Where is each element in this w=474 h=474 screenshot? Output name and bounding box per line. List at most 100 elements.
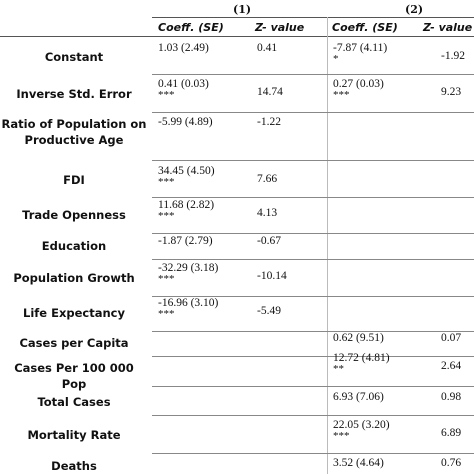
m2-coef-value: 12.72 (4.81)	[333, 352, 390, 364]
variable-label: Trade Openness	[22, 208, 126, 222]
m2-coefficient: 22.05 (3.20) ***	[333, 419, 390, 442]
m1-coefficient: 0.41 (0.03) ***	[158, 78, 209, 101]
col-header-coef-1: Coeff. (SE)	[158, 21, 224, 34]
m2-z-value: 6.89	[441, 427, 462, 439]
m2-coefficient: 12.72 (4.81) **	[333, 352, 390, 375]
variable-label: FDI	[63, 173, 85, 187]
table-row: Education -1.87 (2.79) -0.67	[0, 235, 474, 260]
m1-coefficient: 34.45 (4.50) ***	[158, 165, 215, 188]
m2-coef-value: -7.87 (4.11)	[333, 42, 388, 54]
variable-label: Mortality Rate	[27, 428, 121, 442]
m1-coef-value: 0.41 (0.03)	[158, 78, 209, 90]
row-divider	[152, 331, 474, 332]
m1-significance-stars: ***	[158, 273, 175, 285]
m1-z-value: 14.74	[257, 86, 283, 98]
col-header-coef-2: Coeff. (SE)	[332, 21, 398, 34]
m2-coef-value: 22.05 (3.20)	[333, 419, 390, 431]
m1-coef-value: 1.03 (2.49)	[158, 42, 209, 54]
m2-coefficient: 0.27 (0.03) ***	[333, 78, 384, 101]
variable-label: Cases Per 100 000 Pop	[14, 361, 134, 391]
row-divider	[152, 356, 474, 357]
m1-significance-stars: ***	[158, 308, 175, 320]
m2-coef-value: 0.62 (9.51)	[333, 332, 384, 344]
m2-coef-value: 3.52 (4.64)	[333, 457, 384, 469]
variable-label: Inverse Std. Error	[16, 87, 132, 101]
variable-label: Deaths	[51, 458, 97, 473]
header-rule-bottom	[0, 36, 474, 37]
variable-label: Population Growth	[13, 271, 135, 285]
m1-coef-value: -1.87 (2.79)	[158, 235, 213, 247]
row-divider	[152, 386, 474, 387]
table-row: Ratio of Population on Productive Age -5.…	[0, 116, 474, 161]
variable-label: Total Cases	[37, 395, 111, 409]
variable-label: Cases per Capita	[19, 336, 129, 350]
row-divider	[152, 112, 474, 113]
m2-z-value: 0.98	[441, 391, 462, 403]
table-row: Total Cases 6.93 (7.06) 0.98	[0, 391, 474, 416]
m1-z-value: -0.67	[257, 235, 281, 247]
model-2-label: (2)	[405, 3, 424, 16]
m2-coefficient: 6.93 (7.06)	[333, 391, 384, 404]
m2-z-value: 2.64	[441, 360, 462, 372]
row-divider	[152, 296, 474, 297]
row-divider	[152, 160, 474, 161]
model-1-label: (1)	[233, 3, 252, 16]
row-divider	[152, 415, 474, 416]
m1-coef-value: 11.68 (2.82)	[158, 199, 215, 211]
m1-coefficient: 11.68 (2.82) ***	[158, 199, 215, 222]
table-row: Life Expectancy -16.96 (3.10) *** -5.49	[0, 297, 474, 332]
header-rule-top	[152, 17, 474, 18]
m1-z-value: -1.22	[257, 116, 281, 128]
row-divider	[152, 197, 474, 198]
m1-coef-value: -16.96 (3.10)	[158, 297, 219, 309]
m1-coefficient: -1.87 (2.79)	[158, 235, 213, 248]
variable-label: Ratio of Population on Productive Age	[1, 117, 147, 147]
m1-coef-value: 34.45 (4.50)	[158, 165, 215, 177]
col-header-z-1: Z- value	[255, 21, 305, 34]
model-divider	[327, 17, 328, 474]
m2-coefficient: 3.52 (4.64)	[333, 457, 384, 470]
m1-coef-value: -5.99 (4.89)	[158, 116, 213, 128]
m1-coefficient: -5.99 (4.89)	[158, 116, 213, 129]
variable-label: Life Expectancy	[23, 306, 125, 320]
m1-significance-stars: ***	[158, 89, 175, 101]
table-row: Constant 1.03 (2.49) 0.41 -7.87 (4.11) * -1.9…	[0, 42, 474, 75]
m2-coefficient: 0.62 (9.51)	[333, 332, 384, 345]
variable-label: Education	[41, 239, 107, 253]
m1-z-value: -10.14	[257, 270, 287, 282]
row-divider	[152, 233, 474, 234]
m2-significance-stars: ***	[333, 89, 350, 101]
m2-significance-stars: *	[333, 53, 339, 65]
table-row: Deaths 3.52 (4.64) 0.76	[0, 457, 474, 474]
row-divider	[152, 259, 474, 260]
m1-coef-value: -32.29 (3.18)	[158, 262, 219, 274]
table-row: Mortality Rate 22.05 (3.20) *** 6.89	[0, 419, 474, 454]
m2-significance-stars: ***	[333, 430, 350, 442]
m1-coefficient: -16.96 (3.10) ***	[158, 297, 219, 320]
table-row: Cases Per 100 000 Pop 12.72 (4.81) ** 2.64	[0, 352, 474, 391]
m1-significance-stars: ***	[158, 210, 175, 222]
table-row: Trade Openness 11.68 (2.82) *** 4.13	[0, 199, 474, 234]
variable-label: Constant	[44, 50, 104, 64]
m1-coefficient: 1.03 (2.49)	[158, 42, 209, 55]
table-row: Population Growth -32.29 (3.18) *** -10.14	[0, 262, 474, 297]
m2-coef-value: 0.27 (0.03)	[333, 78, 384, 90]
table-row: FDI 34.45 (4.50) *** 7.66	[0, 165, 474, 198]
table-row: Inverse Std. Error 0.41 (0.03) *** 14.74 0.2…	[0, 78, 474, 113]
m2-z-value: -1.92	[441, 50, 465, 62]
m1-z-value: 4.13	[257, 207, 278, 219]
table-row: Cases per Capita 0.62 (9.51) 0.07	[0, 332, 474, 357]
row-divider	[152, 453, 474, 454]
m2-coef-value: 6.93 (7.06)	[333, 391, 384, 403]
m1-significance-stars: ***	[158, 176, 175, 188]
m2-z-value: 9.23	[441, 86, 462, 98]
m1-z-value: 0.41	[257, 42, 278, 54]
m2-z-value: 0.76	[441, 457, 462, 469]
row-divider	[152, 74, 474, 75]
m2-significance-stars: **	[333, 363, 344, 375]
col-header-z-2: Z- value	[423, 21, 473, 34]
m1-z-value: 7.66	[257, 173, 278, 185]
m2-coefficient: -7.87 (4.11) *	[333, 42, 388, 65]
m2-z-value: 0.07	[441, 332, 462, 344]
